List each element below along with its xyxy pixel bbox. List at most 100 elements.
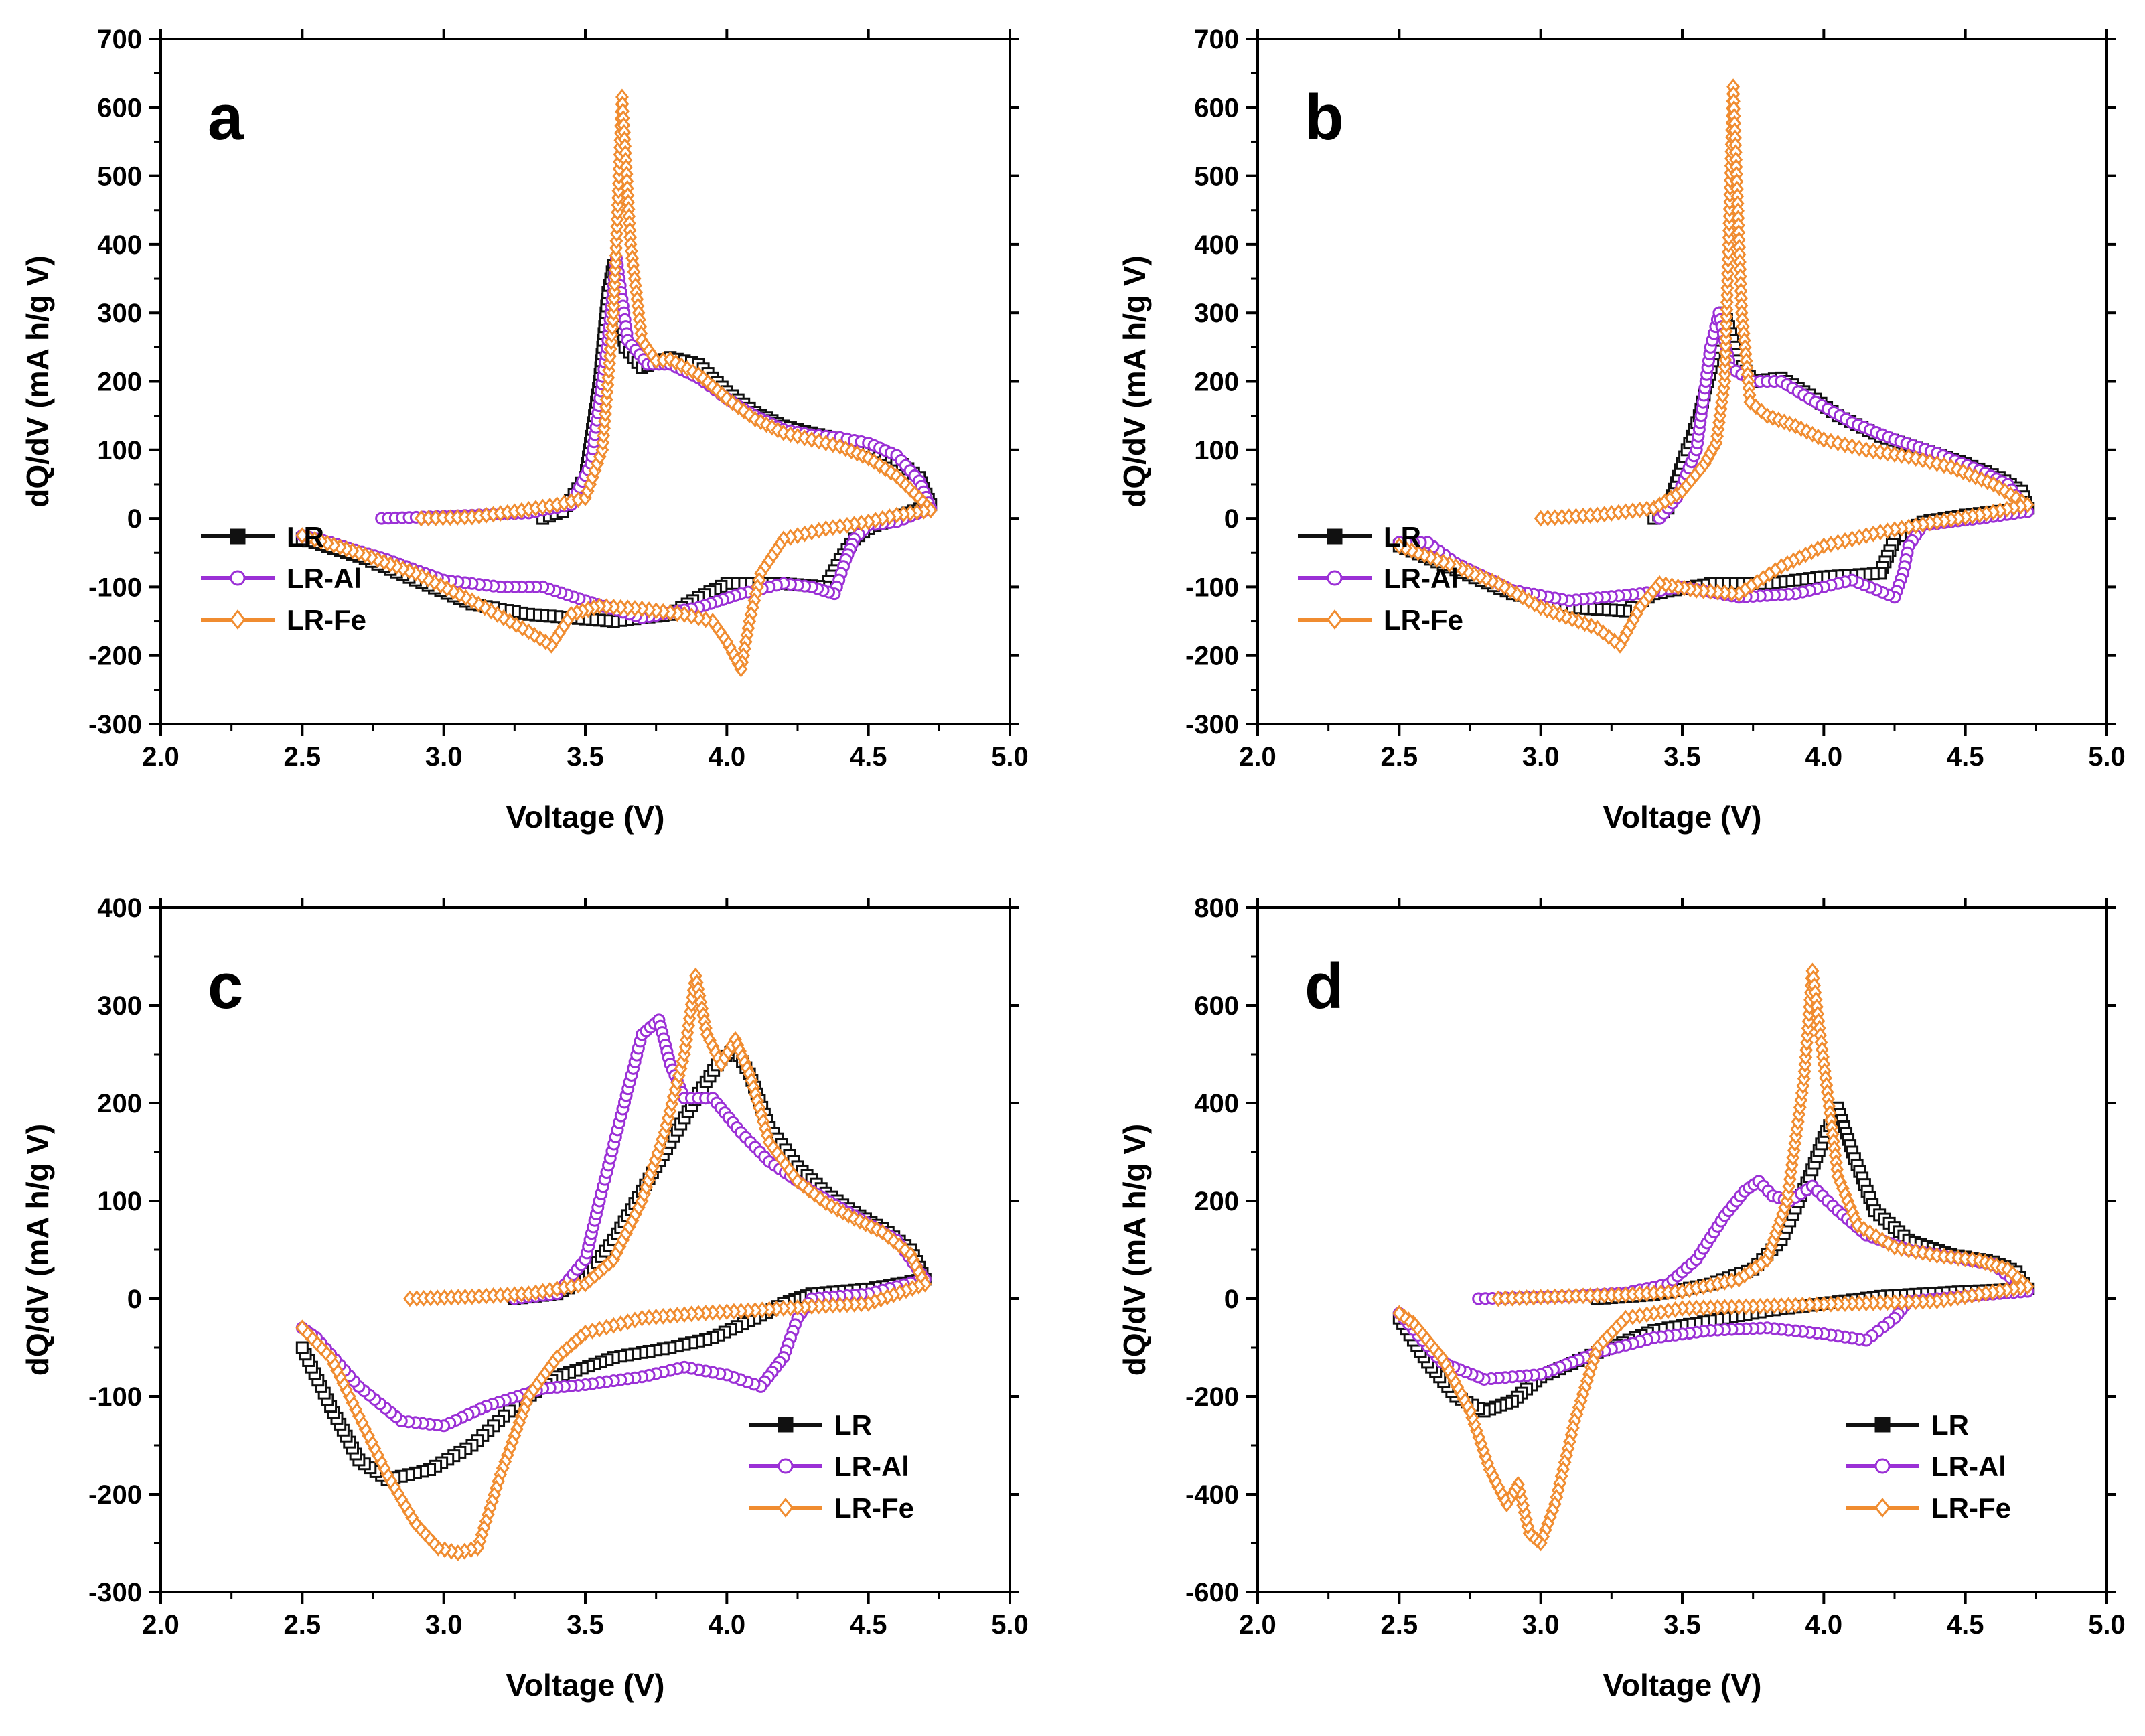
x-tick-label: 4.5 xyxy=(1947,742,1984,772)
series-lr-al xyxy=(295,1013,932,1433)
y-tick-label: 0 xyxy=(127,1285,142,1314)
x-tick-label: 3.5 xyxy=(567,742,604,772)
panel-label: d xyxy=(1305,950,1344,1022)
y-tick-label: -400 xyxy=(1185,1480,1239,1510)
x-tick-label: 3.5 xyxy=(1663,1610,1701,1640)
data-point xyxy=(295,1341,309,1354)
legend-marker xyxy=(778,1498,794,1518)
legend-label: LR xyxy=(1931,1409,1969,1441)
x-tick-label: 2.0 xyxy=(1239,742,1276,772)
legend: LR LR-Al LR-Fe xyxy=(201,521,366,636)
legend-marker xyxy=(778,1458,794,1474)
panel-label: c xyxy=(208,950,243,1022)
legend: LR LR-Al LR-Fe xyxy=(749,1409,914,1524)
x-tick-label: 4.0 xyxy=(1805,742,1843,772)
x-tick-label: 4.0 xyxy=(709,742,746,772)
x-tick-label: 3.0 xyxy=(1522,742,1560,772)
x-tick-label: 5.0 xyxy=(2088,1610,2126,1640)
x-axis-title: Voltage (V) xyxy=(1603,800,1762,835)
y-tick-label: 200 xyxy=(97,1089,142,1118)
series-lr-fe xyxy=(295,967,932,1562)
panel-label: a xyxy=(208,82,244,153)
x-tick-label: 5.0 xyxy=(2088,742,2126,772)
y-tick-label: 800 xyxy=(1194,893,1239,923)
legend-label: LR-Fe xyxy=(1931,1492,2011,1524)
y-tick-label: 0 xyxy=(1224,1285,1239,1314)
y-tick-label: 300 xyxy=(97,299,142,328)
legend-marker xyxy=(1874,1417,1891,1433)
y-tick-label: 200 xyxy=(1194,368,1239,397)
y-tick-label: 500 xyxy=(1194,162,1239,192)
series-line-charge xyxy=(381,256,933,521)
x-tick-label: 4.0 xyxy=(1805,1610,1843,1640)
y-axis-title: dQ/dV (mA h/g V) xyxy=(1117,1124,1152,1376)
series-lr-fe xyxy=(1392,78,2035,654)
y-tick-label: -300 xyxy=(1185,710,1239,739)
y-axis-title: dQ/dV (mA h/g V) xyxy=(20,1124,55,1376)
x-axis-title: Voltage (V) xyxy=(1603,1668,1762,1703)
y-tick-label: -300 xyxy=(88,1578,142,1607)
x-tick-label: 4.5 xyxy=(850,1610,887,1640)
plot-frame xyxy=(1256,906,2108,1593)
y-tick-label: 200 xyxy=(1194,1187,1239,1216)
y-axis-title: dQ/dV (mA h/g V) xyxy=(1117,255,1152,508)
legend-label: LR xyxy=(1384,521,1421,553)
series-lr-fe xyxy=(295,88,938,678)
legend-label: LR-Al xyxy=(834,1451,909,1482)
legend-marker xyxy=(1327,570,1343,586)
x-tick-label: 3.0 xyxy=(425,742,463,772)
y-tick-label: -100 xyxy=(88,573,142,602)
legend-marker xyxy=(1327,528,1343,545)
y-tick-label: 700 xyxy=(97,25,142,54)
series-line-charge xyxy=(1478,1179,2029,1301)
y-tick-label: 400 xyxy=(1194,1089,1239,1118)
x-tick-label: 2.0 xyxy=(142,742,179,772)
legend-marker xyxy=(230,528,246,545)
y-tick-label: -200 xyxy=(1185,1382,1239,1412)
x-tick-label: 3.5 xyxy=(567,1610,604,1640)
chart-panel-c: 2.0 2.5 3.0 3.5 4.0 4.5 5.0 -300 -200 -100 0 100 200… xyxy=(20,893,1029,1703)
y-tick-label: 200 xyxy=(97,368,142,397)
y-tick-label: 400 xyxy=(97,230,142,260)
data-point xyxy=(1392,1305,1406,1322)
y-tick-label: 100 xyxy=(97,1187,142,1216)
x-tick-label: 3.0 xyxy=(1522,1610,1560,1640)
chart-panel-d: 2.0 2.5 3.0 3.5 4.0 4.5 5.0 -600 -400 -200 0 200 400… xyxy=(1117,893,2126,1703)
x-axis-title: Voltage (V) xyxy=(506,800,665,835)
y-tick-label: -100 xyxy=(88,1382,142,1412)
y-tick-label: -100 xyxy=(1185,573,1239,602)
x-tick-label: 3.5 xyxy=(1663,742,1701,772)
x-tick-label: 4.0 xyxy=(709,1610,746,1640)
legend-marker xyxy=(230,609,246,630)
x-tick-label: 5.0 xyxy=(991,1610,1029,1640)
chart-panel-a: 2.0 2.5 3.0 3.5 4.0 4.5 5.0 -300 -200 -100 0 100 200… xyxy=(20,25,1029,835)
x-tick-label: 2.5 xyxy=(284,1610,321,1640)
data-point xyxy=(295,527,309,545)
y-tick-label: 500 xyxy=(97,162,142,192)
legend-label: LR xyxy=(834,1409,872,1441)
y-tick-label: 600 xyxy=(1194,991,1239,1021)
y-tick-label: 100 xyxy=(1194,436,1239,465)
y-tick-label: 100 xyxy=(97,436,142,465)
x-axis-title: Voltage (V) xyxy=(506,1668,665,1703)
y-tick-label: 300 xyxy=(1194,299,1239,328)
y-tick-label: 400 xyxy=(97,893,142,923)
legend: LR LR-Al LR-Fe xyxy=(1846,1409,2011,1524)
x-tick-label: 3.0 xyxy=(425,1610,463,1640)
series-line-charge xyxy=(1597,1106,2030,1301)
x-tick-label: 5.0 xyxy=(991,742,1029,772)
y-tick-label: 700 xyxy=(1194,25,1239,54)
y-tick-label: 0 xyxy=(127,504,142,534)
y-tick-label: -300 xyxy=(88,710,142,739)
x-tick-label: 2.5 xyxy=(1381,1610,1418,1640)
data-point xyxy=(295,1319,309,1337)
y-tick-label: 600 xyxy=(1194,93,1239,123)
x-tick-label: 4.5 xyxy=(1947,1610,1984,1640)
legend-marker xyxy=(778,1417,794,1433)
y-tick-label: -600 xyxy=(1185,1578,1239,1607)
y-tick-label: 400 xyxy=(1194,230,1239,260)
series-lr-fe xyxy=(1392,962,2035,1552)
legend-label: LR-Al xyxy=(1931,1451,2006,1482)
y-tick-label: -200 xyxy=(88,1480,142,1510)
